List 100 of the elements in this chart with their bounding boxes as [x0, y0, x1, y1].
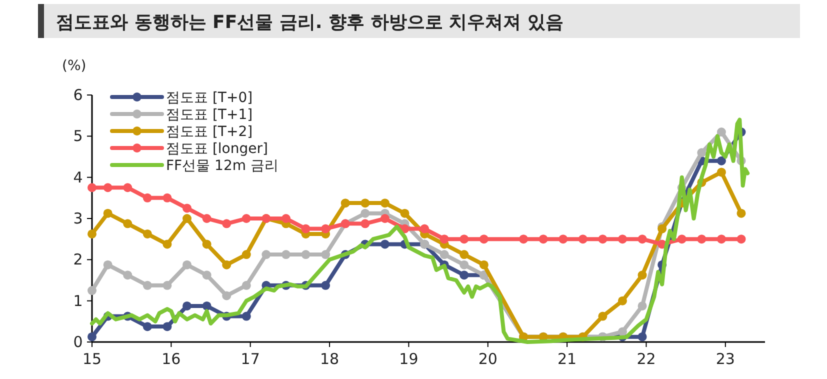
point	[242, 280, 251, 290]
point	[182, 301, 192, 310]
point	[222, 291, 232, 300]
legend-label: 점도표 [T+2]	[166, 124, 253, 140]
y-tick-label: 1	[73, 292, 83, 310]
x-tick-label: 18	[320, 350, 340, 368]
point	[202, 301, 212, 310]
point	[182, 260, 192, 270]
point	[420, 224, 430, 234]
point	[162, 193, 172, 202]
point	[716, 156, 726, 166]
point	[538, 234, 548, 244]
point	[103, 208, 112, 218]
point	[142, 229, 152, 238]
point	[440, 250, 449, 260]
chart-title: 점도표와 동행하는 FF선물 금리. 향후 하방으로 치우쳐져 있음	[56, 12, 564, 33]
point	[638, 234, 647, 244]
point	[716, 168, 726, 177]
x-tick-label: 17	[240, 350, 260, 368]
legend-label: 점도표 [T+0]	[166, 90, 253, 106]
y-tick-label: 0	[73, 333, 83, 351]
point	[162, 280, 172, 290]
point	[281, 214, 290, 223]
point	[301, 250, 310, 260]
point	[242, 312, 251, 321]
point	[162, 240, 172, 249]
point	[103, 260, 112, 270]
point	[88, 286, 96, 296]
x-tick-label: 16	[162, 350, 181, 368]
point	[598, 234, 608, 244]
point	[697, 148, 706, 158]
x-tick-label: 23	[716, 350, 735, 368]
point	[716, 128, 726, 137]
legend-label: 점도표 [T+1]	[166, 107, 253, 123]
legend-label: 점도표 [longer]	[166, 141, 268, 157]
point	[321, 280, 330, 290]
point	[638, 301, 647, 310]
point	[202, 214, 212, 223]
point	[697, 234, 706, 244]
point	[340, 198, 350, 208]
point	[142, 193, 152, 202]
point	[182, 204, 192, 213]
x-tick-label: 15	[82, 350, 102, 368]
point	[88, 229, 96, 238]
point	[321, 250, 330, 260]
point	[222, 260, 232, 270]
x-tick-label: 20	[478, 350, 498, 368]
point	[123, 270, 132, 280]
point	[103, 183, 112, 192]
point	[360, 208, 370, 218]
point	[123, 183, 132, 192]
point	[618, 327, 627, 336]
legend-label: FF선물 12m 금리	[166, 158, 278, 174]
point	[242, 214, 251, 223]
y-tick-label: 5	[73, 127, 83, 146]
point	[242, 250, 251, 260]
x-tick-label: 22	[636, 350, 656, 368]
point	[380, 198, 390, 208]
point	[460, 250, 469, 260]
point	[88, 183, 96, 192]
point	[281, 250, 290, 260]
point	[460, 234, 469, 244]
point	[460, 270, 469, 280]
point	[479, 260, 488, 270]
point	[162, 322, 172, 332]
x-tick-label: 21	[558, 350, 577, 368]
y-tick-label: 3	[73, 210, 83, 228]
point	[123, 219, 132, 228]
point	[400, 208, 410, 218]
point	[460, 260, 469, 270]
y-axis-title: (%)	[62, 58, 86, 74]
point	[736, 208, 746, 218]
point	[202, 270, 212, 280]
point	[479, 234, 488, 244]
point	[202, 240, 212, 249]
point	[638, 270, 647, 280]
y-tick-label: 6	[73, 86, 83, 104]
point	[558, 234, 568, 244]
point	[736, 234, 746, 244]
point	[142, 322, 152, 332]
point	[716, 234, 726, 244]
point	[142, 280, 152, 290]
point	[380, 214, 390, 223]
x-tick-label: 19	[399, 350, 418, 368]
point	[618, 234, 627, 244]
y-tick-label: 2	[73, 250, 83, 269]
y-tick-label: 4	[73, 168, 83, 186]
point	[578, 234, 588, 244]
point	[519, 234, 528, 244]
point	[262, 250, 271, 260]
point	[360, 198, 370, 208]
point	[618, 296, 627, 306]
point	[222, 219, 232, 228]
point	[321, 224, 330, 234]
point	[360, 219, 370, 228]
point	[638, 332, 647, 342]
point	[301, 224, 310, 234]
point	[677, 234, 686, 244]
point	[598, 312, 608, 321]
point	[380, 240, 390, 249]
